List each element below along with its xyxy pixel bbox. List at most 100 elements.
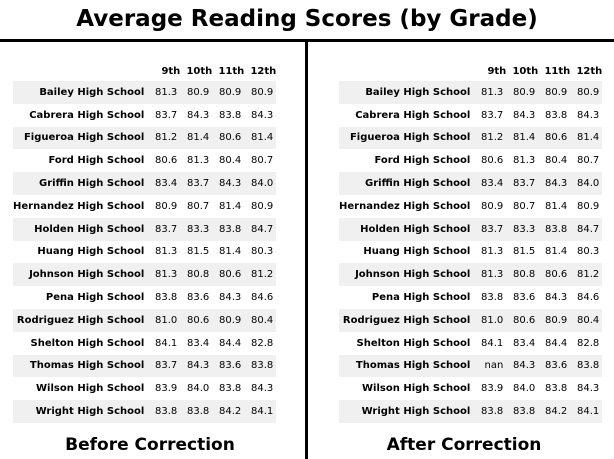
score-cell: 81.4 — [219, 246, 242, 258]
score-cell: 81.4 — [513, 132, 536, 144]
score-cell: 84.4 — [545, 337, 568, 349]
column-header: 11th — [218, 65, 245, 77]
score-cell: 84.6 — [251, 292, 274, 304]
score-cell: 80.9 — [251, 200, 274, 212]
school-name-cell: Holden High School — [34, 223, 145, 235]
school-name-cell: Holden High School — [360, 223, 471, 235]
score-cell: 80.6 — [545, 269, 568, 281]
table-row: Huang High School 81.3 81.5 81.4 80.3 — [13, 240, 277, 264]
school-name-cell: Wilson High School — [36, 383, 145, 395]
school-name-cell: Cabrera High School — [29, 109, 145, 121]
table-row: Johnson High School 81.3 80.8 80.6 81.2 — [339, 263, 603, 287]
before-scores-table: 9th 10th 11th 12th Bailey High School 81.… — [13, 61, 277, 423]
score-cell: 81.4 — [545, 200, 568, 212]
column-header: 11th — [544, 65, 571, 77]
score-cell: 84.3 — [577, 383, 600, 395]
column-header: 12th — [576, 65, 603, 77]
score-cell: 81.3 — [481, 246, 504, 258]
table-row: Wright High School 83.8 83.8 84.2 84.1 — [339, 400, 603, 423]
score-cell: 84.0 — [577, 178, 600, 190]
score-cell: 81.4 — [545, 246, 568, 258]
school-name-cell: Bailey High School — [365, 86, 471, 98]
score-cell: 84.4 — [219, 337, 242, 349]
school-name-cell: Shelton High School — [356, 337, 471, 349]
score-cell: 80.6 — [513, 314, 536, 326]
score-cell: 80.8 — [513, 269, 536, 281]
score-cell: 81.3 — [187, 155, 210, 167]
score-cell: 84.0 — [187, 383, 210, 395]
score-cell: 84.2 — [545, 406, 568, 418]
score-cell: 80.9 — [219, 86, 242, 98]
score-cell: 80.9 — [577, 86, 600, 98]
score-cell: 83.8 — [481, 406, 504, 418]
score-cell: 80.9 — [155, 200, 178, 212]
school-name-cell: Rodriguez High School — [16, 314, 145, 326]
score-cell: 83.4 — [481, 178, 504, 190]
index-header — [339, 61, 474, 81]
table-row: Huang High School 81.3 81.5 81.4 80.3 — [339, 240, 603, 264]
score-cell: 80.4 — [251, 314, 274, 326]
score-cell: 81.0 — [155, 314, 178, 326]
score-cell: 82.8 — [577, 337, 600, 349]
score-cell: 83.4 — [155, 178, 178, 190]
school-name-cell: Ford High School — [48, 155, 145, 167]
score-cell: 83.7 — [155, 223, 178, 235]
table-row: Holden High School 83.7 83.3 83.8 84.7 — [13, 217, 277, 241]
score-cell: 83.8 — [219, 109, 242, 121]
score-cell: 84.7 — [577, 223, 600, 235]
score-cell: 80.9 — [251, 86, 274, 98]
score-cell: 84.3 — [219, 178, 242, 190]
score-cell: 83.7 — [155, 109, 178, 121]
column-header: 9th — [487, 65, 507, 77]
school-name-cell: Pena High School — [45, 292, 145, 304]
score-cell: 81.3 — [155, 86, 178, 98]
table-row: Ford High School 80.6 81.3 80.4 80.7 — [339, 149, 603, 173]
score-cell: 80.7 — [577, 155, 600, 167]
score-cell: 84.3 — [251, 383, 274, 395]
table-row: Griffin High School 83.4 83.7 84.3 84.0 — [339, 172, 603, 195]
school-name-cell: Wilson High School — [362, 383, 471, 395]
score-cell: 84.3 — [513, 109, 536, 121]
score-cell: 83.6 — [187, 292, 210, 304]
school-name-cell: Bailey High School — [39, 86, 145, 98]
score-cell: 84.3 — [545, 178, 568, 190]
school-name-cell: Huang High School — [37, 246, 145, 258]
table-row: Griffin High School 83.4 83.7 84.3 84.0 — [13, 172, 277, 195]
score-cell: 84.3 — [187, 109, 210, 121]
score-cell: 80.6 — [481, 155, 504, 167]
table-header-row: 9th 10th 11th 12th — [13, 61, 276, 81]
score-cell: 80.9 — [577, 200, 600, 212]
score-cell: 81.2 — [155, 132, 178, 144]
score-cell: 81.3 — [481, 269, 504, 281]
after-caption: After Correction — [386, 435, 542, 455]
score-cell: 84.3 — [577, 109, 600, 121]
table-row: Wright High School 83.8 83.8 84.2 84.1 — [13, 400, 277, 423]
score-cell: 83.8 — [251, 360, 274, 372]
score-cell: 83.8 — [545, 223, 568, 235]
score-cell: 84.3 — [545, 292, 568, 304]
after-scores-table: 9th 10th 11th 12th Bailey High School 81.… — [339, 61, 603, 423]
score-cell: 83.8 — [577, 360, 600, 372]
table-row: Pena High School 83.8 83.6 84.3 84.6 — [339, 286, 603, 309]
school-name-cell: Thomas High School — [355, 360, 471, 372]
score-cell: 81.5 — [513, 246, 536, 258]
score-cell: 80.6 — [545, 132, 568, 144]
score-cell: 81.3 — [155, 269, 178, 281]
score-cell: 84.6 — [577, 292, 600, 304]
table-row: Wilson High School 83.9 84.0 83.8 84.3 — [339, 377, 603, 401]
score-cell: 80.3 — [577, 246, 600, 258]
school-name-cell: Figueroa High School — [23, 132, 145, 144]
score-cell: 84.0 — [513, 383, 536, 395]
score-cell: 81.5 — [187, 246, 210, 258]
school-name-cell: Thomas High School — [29, 360, 145, 372]
column-header: 12th — [250, 65, 277, 77]
school-name-cell: Pena High School — [371, 292, 471, 304]
column-header: 10th — [512, 65, 539, 77]
score-cell: 84.1 — [155, 337, 178, 349]
score-cell: 83.3 — [513, 223, 536, 235]
score-cell: 84.0 — [251, 178, 274, 190]
score-cell: 83.7 — [513, 178, 536, 190]
table-row: Bailey High School 81.3 80.9 80.9 80.9 — [339, 81, 603, 104]
score-cell: 81.4 — [577, 132, 600, 144]
score-cell: 83.8 — [545, 109, 568, 121]
